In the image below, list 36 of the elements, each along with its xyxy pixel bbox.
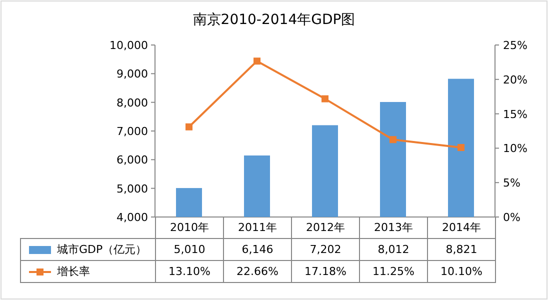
data-label: 6,146 [224,238,292,260]
chart-title: 南京2010-2014年GDP图 [192,12,356,28]
data-label: 11.25% [360,260,428,282]
point [254,58,260,65]
y-tick-label: 6,000 [116,154,148,167]
x-tick-label: 2012年 [292,217,360,238]
y2-tick-label: 15% [503,108,528,121]
y2-tick-label: 20% [503,73,528,86]
y-tick-label: 9,000 [116,68,148,81]
y-tick-label: 4,000 [116,211,148,224]
y2-tick-label: 25% [503,39,528,52]
point [458,144,464,152]
y-tick-label: 10,000 [110,39,148,52]
data-label: 10.10% [428,260,496,282]
y2-tick-label: 10% [503,142,528,156]
x-tick-label: 2010年 [156,217,224,238]
x-tick-label: 2014年 [428,217,496,238]
point [186,123,192,130]
y-tick-label: 8,000 [116,96,148,110]
legend-label: 增长率 [57,265,90,278]
data-label: 22.66% [224,260,292,282]
data-label: 13.10% [156,260,224,282]
point [322,95,328,102]
point [390,136,396,144]
y-tick-label: 7,000 [116,125,148,138]
data-label: 5,010 [156,238,224,260]
x-tick-label: 2011年 [224,217,292,238]
legend-label: 城市GDP（亿元） [57,243,147,256]
data-label: 7,202 [292,238,360,260]
data-label: 17.18% [292,260,360,282]
data-label: 8,012 [360,238,428,260]
x-tick-label: 2013年 [360,217,428,238]
data-label: 8,821 [428,238,496,260]
y2-tick-label: 0% [503,211,520,224]
y-tick-label: 5,000 [116,182,148,196]
y2-tick-label: 5% [503,176,520,190]
